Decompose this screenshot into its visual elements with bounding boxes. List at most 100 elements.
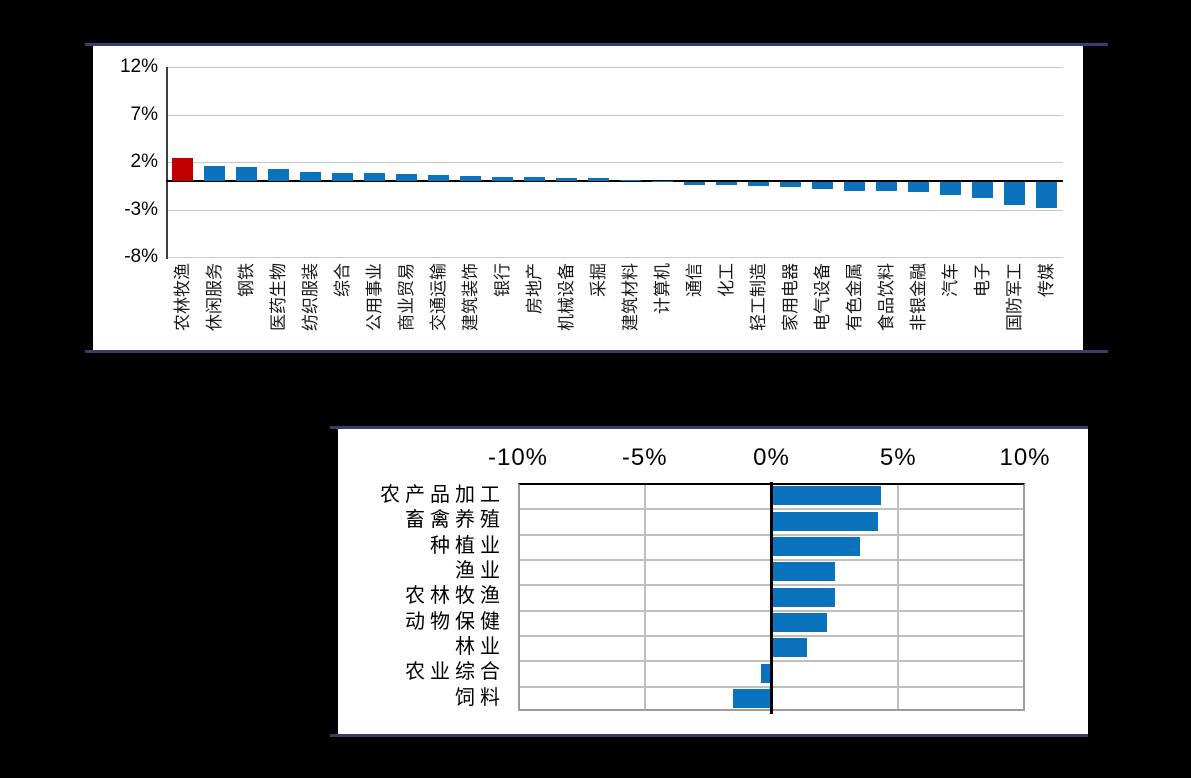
category-label: 轻工制造 [748,263,768,331]
bar [812,182,833,189]
x-tick-label: -10% [487,444,549,471]
x-tick-label: 10% [999,444,1051,471]
bar [492,176,513,181]
bar [771,511,878,531]
category-label: 渔业 [455,560,505,582]
panel-top-border [85,43,1108,46]
bar [771,612,828,632]
category-label: 国防军工 [1004,263,1024,331]
category-label: 建筑装饰 [460,263,480,331]
category-label: 纺织服装 [300,263,320,331]
bar [908,182,929,193]
x-tick-label: 5% [879,444,917,471]
industry-bar-chart: 12% 7% 2% -3% -8% 农林牧渔 休闲服务 钢铁 医药生物 纺织服装 综合 公用事业 商业贸… [93,46,1083,350]
bar [204,165,225,181]
category-label: 医药生物 [268,263,288,331]
bar [684,182,705,185]
bar [364,173,385,181]
grid-line [643,483,646,711]
bar [972,182,993,199]
agri-subsector-bar-chart: -10% -5% 0% 5% 10% 农产品加工畜禽养殖 种植业渔业农林牧渔 动物保健林业农业… [338,429,1088,734]
bar [716,182,737,186]
category-label: 化工 [716,263,736,297]
category-label: 非银金融 [908,263,928,331]
bar [620,180,641,181]
bar [268,168,289,181]
bar [300,172,321,181]
category-label: 农林牧渔 [172,263,192,331]
category-label: 传媒 [1036,263,1056,297]
bar [771,536,861,556]
category-label: 电子 [972,263,992,297]
y-tick-label: 12% [119,56,158,77]
bar [236,166,257,181]
agri-subsector-chart-panel: -10% -5% 0% 5% 10% 农产品加工畜禽养殖 种植业渔业农林牧渔 动物保健林业农业… [338,429,1088,734]
category-label: 动物保健 [405,610,505,633]
category-label: 农产品加工 [380,484,505,506]
panel2-top-border [330,426,1088,429]
bar [771,486,881,506]
category-label: 食品饮料 [876,263,896,331]
bar [771,638,807,658]
bar [780,182,801,187]
bar [771,587,835,607]
grid-line [166,67,1063,68]
bar [588,178,609,181]
bar [556,178,577,181]
bar [460,175,481,181]
industry-change-chart-panel: 12% 7% 2% -3% -8% 农林牧渔 休闲服务 钢铁 医药生物 纺织服装 综合 公用事业 商业贸… [93,46,1083,350]
category-label: 采掘 [588,263,608,297]
bar [940,182,961,196]
y-tick-label: -8% [124,246,158,267]
bar [844,182,865,191]
x-tick-label: -5% [621,444,668,471]
category-label: 钢铁 [236,263,256,297]
category-label: 房地产 [524,263,544,314]
grid-line [166,114,1063,116]
category-label: 综合 [332,263,352,297]
bar [1036,182,1057,208]
y-tick-label: -3% [124,198,158,220]
bar [733,688,772,708]
category-label: 种植业 [430,534,505,557]
category-label: 林业 [455,636,505,658]
panel2-bottom-border [330,734,1088,737]
category-label: 农业综合 [405,661,505,684]
category-label: 饲料 [455,686,505,709]
category-label: 休闲服务 [204,263,224,331]
grid-line [897,483,900,711]
bar [748,182,769,187]
y-tick-label: 7% [130,103,158,125]
bar [172,158,193,181]
grid-line [166,162,1063,163]
category-label: 家用电器 [780,263,800,331]
bar [771,562,835,582]
category-label: 农林牧渔 [405,585,505,608]
bar [332,172,353,181]
category-label: 电气设备 [812,263,832,331]
category-label: 汽车 [940,263,960,297]
x-tick-label: 0% [753,444,790,471]
panel-bottom-border [85,350,1108,353]
category-label: 通信 [684,263,704,297]
zero-axis-line [770,482,773,714]
grid-line [166,257,1063,258]
category-label: 公用事业 [364,263,384,331]
axis-spine [166,67,168,259]
category-label: 计算机 [652,263,672,314]
bar [524,177,545,181]
bar [396,174,417,181]
y-tick-label: 2% [130,151,158,172]
bar [1004,182,1025,206]
category-label: 银行 [492,263,512,297]
category-label: 有色金属 [844,263,864,331]
zero-axis-line [166,180,1063,182]
bar [428,174,449,181]
category-label: 机械设备 [556,263,576,331]
category-label: 建筑材料 [620,263,640,331]
category-label: 畜禽养殖 [405,509,505,532]
grid-line [166,209,1063,211]
bar [761,663,772,683]
category-label: 交通运输 [428,263,448,331]
